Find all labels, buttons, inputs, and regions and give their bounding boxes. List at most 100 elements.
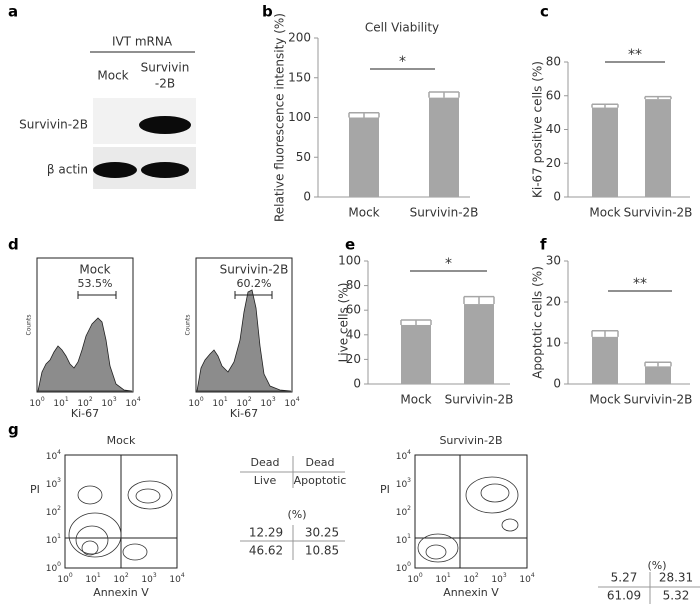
y-tick-label-base: 10: [46, 480, 58, 490]
y-tick-label: 60: [546, 88, 561, 102]
x-tick-label-exp: 4: [531, 572, 535, 579]
row-label: Survivin-2B: [19, 118, 88, 132]
y-tick-label: 30: [546, 254, 561, 268]
x-tick-label: Mock: [589, 393, 620, 407]
panel-label: b: [262, 3, 273, 21]
table-header: Dead: [306, 456, 335, 469]
lane-label: Survivin: [141, 61, 190, 75]
quadrant-value: 12.29: [249, 526, 283, 540]
x-tick-label: 103: [260, 396, 275, 409]
quadrant-value: 30.25: [305, 526, 339, 540]
x-tick-label: 103: [101, 396, 116, 409]
x-tick-label: Survivin-2B: [445, 393, 514, 407]
y-tick-label: 104: [46, 449, 61, 462]
x-tick-label-exp: 1: [97, 572, 101, 579]
x-tick-label: Survivin-2B: [410, 206, 479, 220]
y-tick-label: 20: [546, 156, 561, 170]
x-tick-label-base: 10: [77, 399, 89, 409]
y-tick-label: 20: [546, 295, 561, 309]
x-tick-label-exp: 4: [181, 572, 185, 579]
x-tick-label-base: 10: [85, 575, 97, 585]
x-tick-label-exp: 4: [137, 396, 141, 403]
y-tick-label: 0: [553, 190, 561, 204]
error-bar: [428, 91, 460, 98]
x-tick-label-exp: 2: [125, 572, 129, 579]
y-axis-label: Counts: [185, 315, 192, 336]
y-tick-label: 100: [288, 110, 311, 124]
x-tick-label: 102: [113, 572, 128, 585]
x-tick-label-exp: 3: [153, 572, 157, 579]
bar: [645, 366, 671, 384]
bar: [592, 336, 618, 384]
y-tick-label-exp: 4: [407, 449, 411, 456]
bar: [592, 107, 618, 197]
flow-frame: [414, 454, 528, 569]
x-tick-label-base: 10: [407, 575, 419, 585]
x-tick-label-exp: 3: [113, 396, 117, 403]
y-tick-label: 0: [553, 377, 561, 391]
x-tick-label-base: 10: [113, 575, 125, 585]
contours: [68, 480, 173, 561]
band: [139, 116, 191, 134]
panel-label: d: [8, 236, 19, 254]
lane-label: -2B: [155, 77, 175, 91]
x-tick-label-base: 10: [491, 575, 503, 585]
x-tick-label-base: 10: [284, 399, 296, 409]
y-tick-label: 200: [288, 31, 311, 45]
error-bar: [348, 111, 380, 118]
x-tick-label-exp: 1: [65, 396, 69, 403]
lane-label: Mock: [97, 69, 128, 83]
y-axis-label: PI: [380, 483, 390, 496]
y-axis-label: Live cells (%): [337, 283, 351, 363]
y-axis-label: PI: [30, 483, 40, 496]
y-tick-label-base: 10: [396, 564, 408, 574]
error-bar: [644, 361, 672, 367]
table-header: Apoptotic: [294, 474, 347, 487]
y-tick-label: 60: [346, 303, 361, 317]
histogram-name: Mock: [79, 263, 110, 277]
panel-label: f: [540, 236, 547, 254]
x-tick-label-base: 10: [53, 399, 65, 409]
x-tick-label-exp: 1: [224, 396, 228, 403]
x-tick-label: Mock: [589, 206, 620, 220]
x-tick-label-exp: 0: [41, 396, 45, 403]
x-tick-label-base: 10: [29, 399, 41, 409]
x-axis-label: Ki-67: [230, 407, 258, 420]
x-tick-label: 104: [125, 396, 140, 409]
histogram-frame: [36, 257, 134, 393]
plot-name: Mock: [107, 434, 136, 447]
y-tick-label: 102: [46, 505, 61, 518]
significance-mark: *: [445, 256, 452, 272]
x-tick-label-base: 10: [169, 575, 181, 585]
y-axis-label: Ki-67 positive cells (%): [531, 61, 545, 198]
table-header: Dead: [251, 456, 280, 469]
y-tick-label: 104: [396, 449, 411, 462]
x-tick-label: 100: [188, 396, 203, 409]
x-tick-label: 102: [236, 396, 251, 409]
x-tick-label: 104: [519, 572, 534, 585]
gate-bracket: [77, 291, 117, 299]
x-tick-label: Survivin-2B: [624, 393, 693, 407]
y-tick-label: 20: [346, 352, 361, 366]
bar: [349, 117, 379, 197]
chart-title: Cell Viability: [365, 21, 439, 35]
panel-label: a: [8, 3, 18, 21]
blot-header: IVT mRNA: [112, 35, 173, 49]
error-bar: [644, 95, 672, 100]
y-tick-label-base: 10: [46, 452, 58, 462]
x-tick-label-base: 10: [260, 399, 272, 409]
y-tick-label-exp: 4: [57, 449, 61, 456]
table-header: Live: [254, 474, 277, 487]
y-axis-label: Counts: [26, 315, 33, 336]
x-axis-label: Annexin V: [443, 586, 499, 599]
x-tick-label-exp: 0: [69, 572, 73, 579]
y-tick-label: 103: [46, 477, 61, 490]
x-tick-label: 101: [53, 396, 68, 409]
bar: [401, 324, 431, 384]
y-axis-label: Relative fluorescence intensity (%): [273, 13, 287, 222]
x-tick-label-base: 10: [188, 399, 200, 409]
error-bar: [591, 329, 619, 337]
x-tick-label: 100: [57, 572, 72, 585]
y-tick-label: 100: [396, 561, 411, 574]
